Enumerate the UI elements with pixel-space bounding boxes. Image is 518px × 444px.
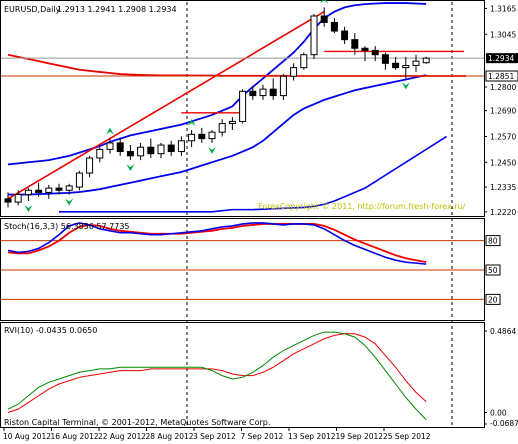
fractal-down-marker [126,164,135,172]
candle-body [188,133,196,142]
stoch-title: Stoch(16,3,3) 56.3836 57.7735 [4,222,130,231]
price-tick-label: 1.2570 [490,132,516,141]
rvi-layer [7,331,427,421]
symbol-label: EURUSD,Daily [4,5,61,14]
date-label: 25 Sep 2012 [383,432,431,441]
candle-body [269,88,277,97]
band-lower-line [8,74,427,196]
candle-body [371,49,379,56]
candle-body [392,62,400,69]
price-tick-label: 1.3165 [490,4,516,13]
band-lower-outer-line [59,135,448,213]
stoch-main-line [7,222,427,265]
candle-body [381,54,389,64]
fractal-down-marker [65,198,74,206]
fractal-up-marker [320,0,329,4]
rvi-panel-frame [0,322,485,428]
current-price-label: 1.2934 [488,54,514,63]
stoch-signal-line [7,223,427,264]
fractal-up-marker [187,119,196,127]
rvi-signal-line [7,333,427,413]
fractal-down-marker [24,205,33,213]
price-tick-label: 1.3045 [490,30,516,39]
date-label: 10 Aug 2012 [3,432,51,441]
candle-body [249,90,257,97]
candle-body [147,146,155,155]
candle-body [75,172,83,188]
copyright-text: Riston Capital Terminal, © 2001-2012, Me… [4,418,270,427]
candle-body [55,187,63,191]
candle-body [177,140,185,153]
candle-body [14,194,22,203]
candle-body [96,148,104,159]
rvi-tick-label: -0.0687 [490,419,518,428]
stoch-level-box [485,235,501,247]
rvi-tick-label: 0.00 [490,408,507,417]
rvi-tick-label: 0.4864 [490,327,516,336]
stoch-level-box [485,264,501,276]
date-label: 16 Aug 2012 [51,432,99,441]
candle-body [35,189,43,193]
candle-body [422,57,430,64]
candle-body [24,189,32,196]
axis-layer: 1.3165 1.3045 1.2934 1.2851 1.2800 1.2690 1.25… [3,4,518,441]
price-tick-label: 1.2450 [490,158,516,167]
fractal-down-marker [401,82,410,90]
stoch-level-label: 20 [488,295,498,304]
candle-body [198,133,206,140]
candle-body [137,146,145,157]
date-label: 19 Sep 2012 [336,432,384,441]
date-label: 13 Sep 2012 [288,432,336,441]
candle-body [65,185,73,191]
current-price-box [486,53,518,64]
stoch-level-label: 80 [488,237,498,246]
price-layer [1,0,484,427]
level-price-box [485,70,518,82]
rvi-title: RVI(10) -0.0435 0.0650 [4,326,97,335]
candle-body [86,157,94,174]
candle-body [167,144,175,153]
stoch-level-label: 50 [488,266,498,275]
candle-body [279,75,287,97]
candle-body [4,198,12,203]
fractal-down-marker [208,146,216,154]
candle-body [218,123,226,133]
price-tick-label: 1.2800 [490,83,516,92]
date-label: 22 Aug 2012 [98,432,146,441]
candle-body [290,67,298,77]
stoch-layer [1,222,484,300]
candle-body [320,15,328,23]
price-tick-label: 1.2220 [490,208,516,217]
candle-body [228,120,236,125]
candle-body [330,21,338,32]
rvi-main-line [7,331,427,421]
date-label: 28 Aug 2012 [146,432,194,441]
stoch-level-box [485,293,501,305]
candle-body [361,47,369,51]
price-tick-label: 1.2690 [490,107,516,116]
candle-body [341,30,349,41]
candle-body [126,151,134,157]
candle-body [300,54,308,69]
candle-body [310,15,318,56]
candle-body [351,39,359,49]
level-price-label: 1.2851 [488,72,514,81]
watermark: ForexCopyright © 2011, http://forum.fres… [258,202,466,211]
candle-body [106,142,114,150]
date-label: 3 Sep 2012 [193,432,236,441]
candle-body [402,64,410,69]
candle-body [116,142,124,153]
candle-body [45,187,53,193]
channel-trend-line [7,10,325,200]
fractal-up-marker [106,127,114,135]
price-tick-label: 1.2335 [490,183,516,192]
candle-body [239,90,247,122]
candle-body [259,88,267,97]
candle-body [412,60,420,66]
candle-body [208,131,216,140]
candle-body [157,144,165,155]
date-label: 7 Sep 2012 [241,432,284,441]
ohlc-readout: 1.2913 1.2941 1.2908 1.2934 [57,5,177,14]
